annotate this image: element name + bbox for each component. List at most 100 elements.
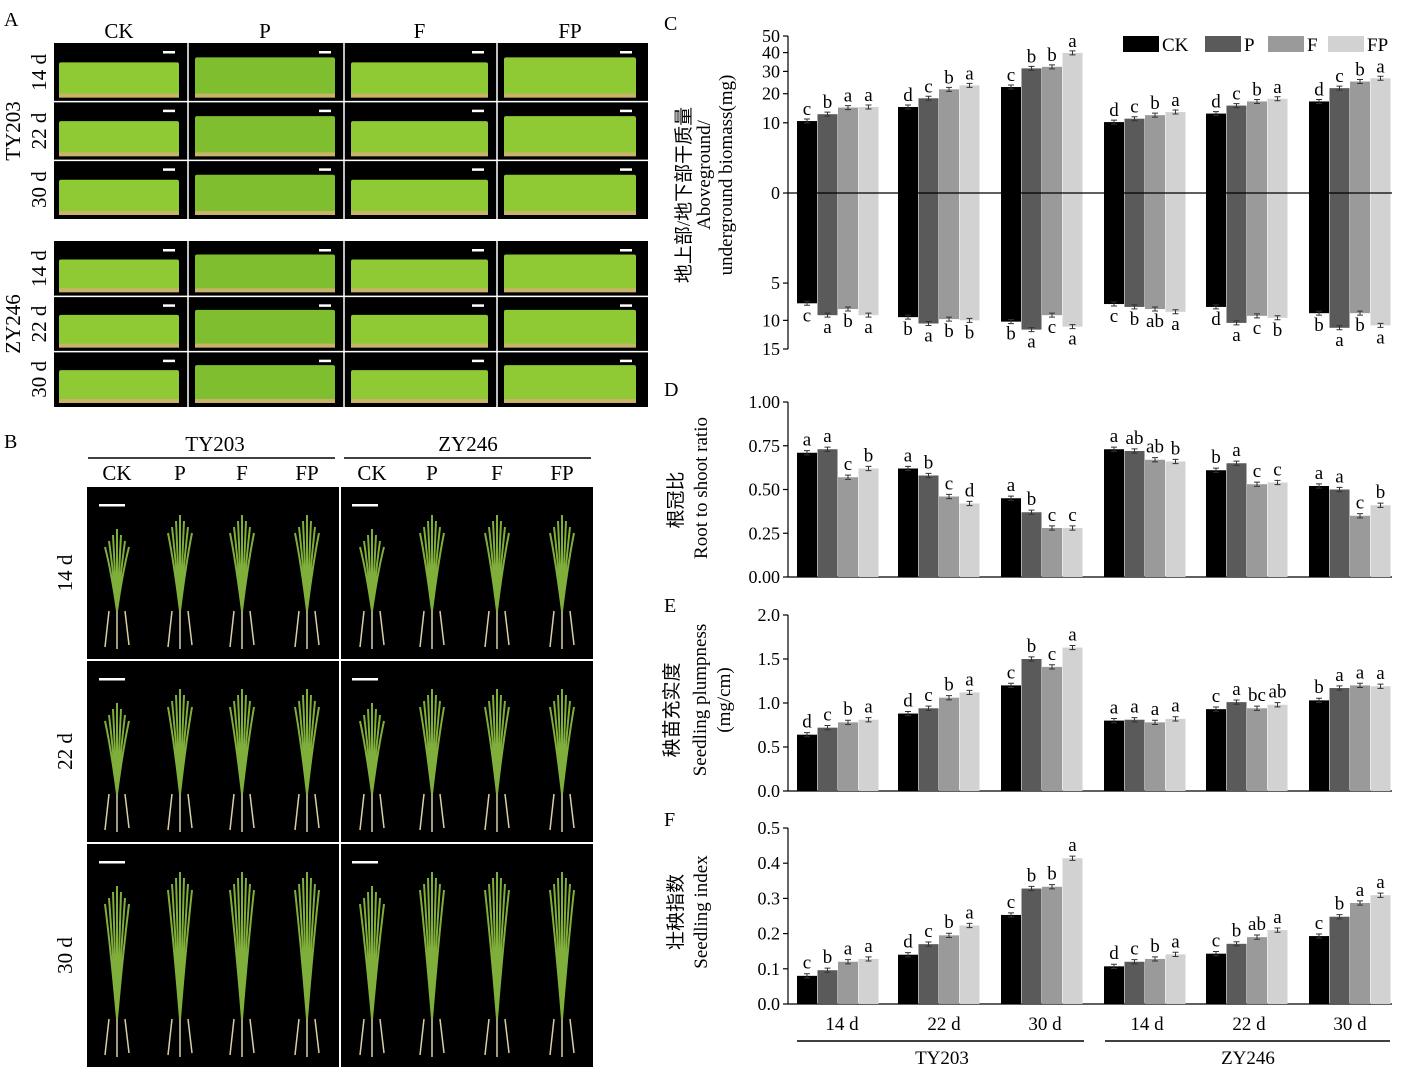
chart-e-bar [898,713,918,791]
chart-f-sig-letter: a [844,939,853,960]
scale-bar [472,109,484,113]
x-axis-labels: 14 d 22 d 30 d 14 d 22 d 30 d TY203 ZY24… [797,1014,1390,1069]
chart-c-bar-below [1206,193,1226,307]
chart-c-bar-below [1350,193,1370,314]
chart-d-error-bar [1233,460,1240,466]
chart-e-bar [1247,708,1267,791]
scale-bar [319,51,331,54]
chart-d-y-tick-label: 0.25 [749,523,781,543]
chart-c-error-bar [1131,304,1138,310]
photo-b-treatment-label: FP [550,461,573,485]
chart-f-error-bar [1316,933,1322,939]
chart-e-y-tick-label: 1.5 [758,649,781,669]
seedling-shoot [294,872,320,1020]
chart-e-error-bar [1233,699,1240,705]
chart-e-bar [959,692,980,791]
chart-f-sig-letter: a [965,902,974,923]
chart-e-error-bar [905,710,911,717]
photo-a-day-label: 22 d [27,305,51,342]
chart-c-error-bar [1069,324,1076,330]
chart-e-error-bar [1008,682,1014,689]
chart-c-sig-letter-above: a [864,85,873,106]
photo-b-treatment-label: FP [295,461,318,485]
photo-b-treatment-label: F [491,461,503,485]
legend-swatch-f [1268,36,1304,52]
chart-d-sig-letter: c [1068,505,1076,526]
seedling-tray-photo [504,254,636,291]
chart-f-error-bar [1069,855,1076,861]
chart-e-error-bar [1069,644,1076,651]
chart-c-sig-letter-above: b [1150,93,1160,114]
chart-f-sig-letter: c [924,921,932,942]
chart-c-error-bar [1111,119,1117,125]
chart-f-sig-letter: c [1212,931,1220,952]
chart-d-error-bar [1131,448,1138,454]
legend-label-fp: FP [1367,35,1388,56]
tray-soil-strip [59,343,179,348]
chart-f-error-bar [1152,956,1158,962]
chart-d-bar [1021,512,1042,577]
chart-c-y-tick-label: 0 [771,183,780,203]
chart-f-sig-letter: b [1150,936,1160,957]
chart-c-bar-above [1021,68,1042,193]
chart-c-error-bar [1377,75,1384,81]
photo-b-cultivar-label: TY203 [185,432,245,456]
tray-soil-strip [351,288,488,293]
scale-bar [163,249,175,252]
seedling-root [294,1018,320,1057]
chart-e-sig-letter: a [1130,697,1139,718]
chart-c-sig-letter-above: c [803,99,811,120]
chart-c-error-bar [1069,50,1076,56]
chart-f-error-bar [1274,927,1281,933]
panel-label-b: B [4,431,17,453]
photo-b-day-label: 14 d [53,554,77,591]
seedling-shoot [294,689,320,795]
chart-c-bar-below [838,193,858,310]
chart-e-sig-letter: c [1048,644,1056,665]
chart-f-error-bar [925,941,932,947]
chart-c-sig-letter-above: c [1335,66,1343,87]
chart-f-sig-letter: a [1171,931,1180,952]
scale-bar [620,249,632,252]
seedling-tray-photo [504,57,636,96]
chart-c-y-tick-label: 15 [762,339,780,359]
seedling-root [104,793,130,832]
seedling-shoot [419,515,445,612]
chart-f-error-bar [905,952,911,958]
scale-bar [319,359,331,363]
chart-f-error-bar [865,956,872,962]
chart-d-bar [1226,463,1247,577]
chart-c-bar-above [1247,101,1267,193]
chart-c-y-tick-label: 40 [762,43,780,63]
chart-f-sig-letter: b [1047,864,1057,885]
chart-e-bar [1165,718,1186,791]
scale-bar [472,51,484,54]
chart-c-sig-letter-below: a [823,317,832,338]
chart-f-error-bar [946,932,952,938]
chart-c-error-bar [1172,309,1179,315]
chart-d-sig-letter: c [945,473,953,494]
chart-c-bar-above [797,121,817,193]
scale-bar [319,249,331,252]
tray-soil-strip [59,288,179,293]
scale-bar [163,51,175,54]
seedling-tray-photo [504,174,636,213]
chart-d-error-bar [824,446,831,452]
legend-swatch-p [1205,36,1241,52]
chart-c-sig-letter-above: c [1130,97,1138,118]
chart-d-error-bar [1111,446,1117,452]
chart-e-sig-letter: d [903,690,913,711]
chart-f-bar [858,958,879,1004]
seedling-tray-photo [351,314,488,346]
chart-c-sig-letter-below: a [1335,330,1344,351]
seedling-tray-photo [195,254,335,291]
chart-d-sig-letter: b [1171,438,1181,459]
chart-c-sig-letter-above: b [1027,46,1037,67]
seedling-root [359,793,385,832]
seedling-root [229,610,255,649]
seedling-root [167,1018,193,1057]
chart-c-sig-letter-above: c [1007,65,1015,86]
seedling-root [229,1018,255,1057]
seedling-tray-photo [59,259,179,291]
chart-c-bar-below [1021,193,1042,330]
